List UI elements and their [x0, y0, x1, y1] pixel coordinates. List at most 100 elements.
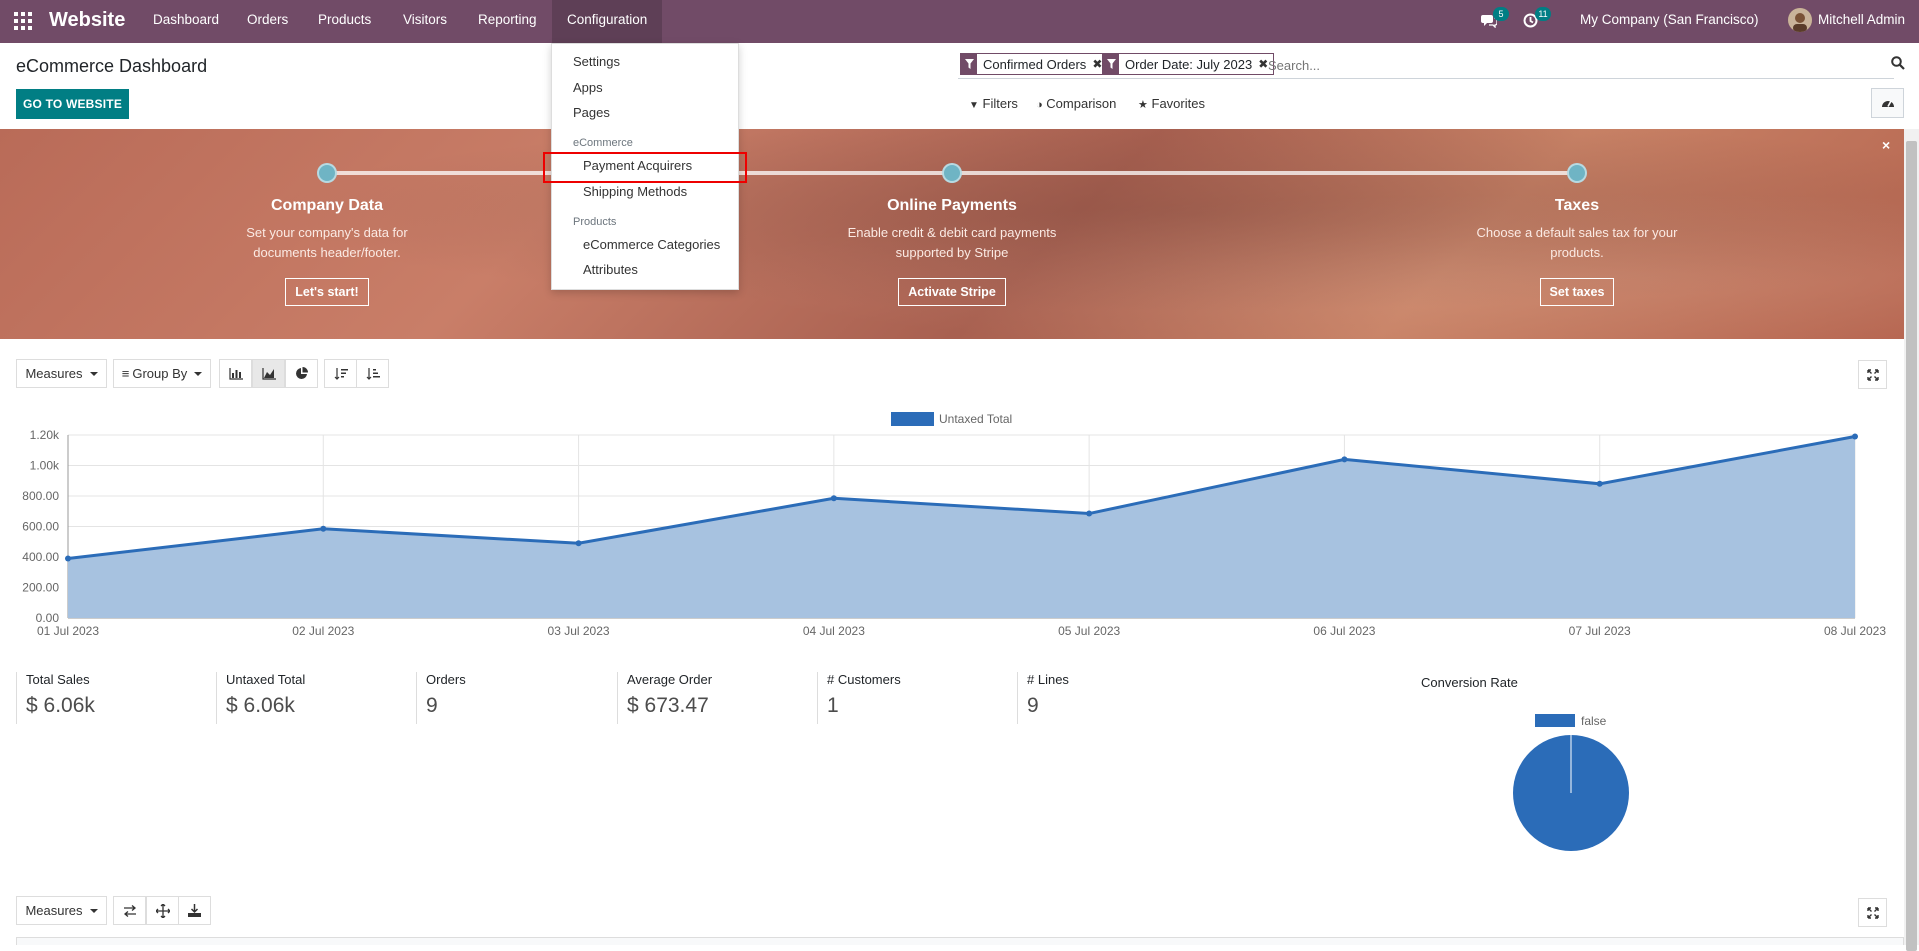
x-tick-label: 01 Jul 2023 — [37, 624, 99, 638]
close-icon[interactable]: × — [1882, 137, 1891, 153]
flip-axis-button[interactable] — [113, 896, 146, 925]
data-point[interactable] — [320, 525, 327, 532]
step-description-line1: Set your company's data for — [246, 225, 408, 240]
measures-dropdown[interactable]: Measures — [16, 359, 107, 388]
data-point[interactable] — [575, 540, 582, 547]
facet-confirmed-orders[interactable]: Confirmed Orders ✖ — [960, 53, 1109, 75]
y-tick-label: 800.00 — [22, 489, 59, 503]
highlight-box — [543, 152, 747, 183]
data-point[interactable] — [1596, 480, 1603, 487]
pivot-measures-dropdown[interactable]: Measures — [16, 896, 107, 925]
set-taxes-button[interactable]: Set taxes — [1539, 278, 1615, 306]
activities-icon[interactable] — [1523, 0, 1543, 43]
data-point[interactable] — [1341, 456, 1348, 463]
favorites-dropdown[interactable]: ★ Favorites — [1138, 96, 1205, 111]
menu-dashboard[interactable]: Dashboard — [153, 12, 220, 27]
expand-icon — [1866, 368, 1879, 381]
measures-label: Measures — [25, 903, 83, 918]
step-description-line1: Choose a default sales tax for your — [1476, 225, 1678, 240]
user-menu[interactable]: Mitchell Admin — [1818, 12, 1906, 27]
filters-dropdown[interactable]: ▼ Filters — [969, 96, 1018, 111]
bar-chart-button[interactable] — [219, 359, 252, 388]
menu-orders[interactable]: Orders — [247, 12, 289, 27]
kpi-total-sales[interactable]: Total Sales $ 6.06k — [16, 672, 95, 724]
area-chart-icon — [261, 367, 276, 380]
sort-descending-button[interactable] — [324, 359, 357, 388]
go-to-website-button[interactable]: GO TO WEBSITE — [16, 89, 129, 119]
download-button[interactable] — [178, 896, 211, 925]
search-input[interactable] — [1268, 55, 1868, 75]
kpi-label: Untaxed Total — [226, 672, 306, 687]
facet-remove-icon[interactable]: ✖ — [1258, 57, 1269, 71]
menu-configuration[interactable]: Configuration — [552, 0, 663, 43]
conversion-rate-pie-chart: false — [1513, 714, 1629, 851]
data-point[interactable] — [65, 555, 71, 562]
pie-chart-button[interactable] — [285, 359, 318, 388]
kpi-average-order[interactable]: Average Order $ 673.47 — [617, 672, 712, 724]
kpi-orders[interactable]: Orders 9 — [416, 672, 466, 724]
pivot-table-header — [16, 937, 1904, 945]
x-tick-label: 05 Jul 2023 — [1058, 624, 1120, 638]
page-title: eCommerce Dashboard — [16, 56, 208, 76]
activate-stripe-button[interactable]: Activate Stripe — [898, 278, 1006, 306]
expand-pivot-button[interactable] — [1858, 898, 1887, 927]
company-switcher[interactable]: My Company (San Francisco) — [1580, 12, 1759, 27]
series-line-untaxed-total — [67, 435, 1856, 561]
legend-swatch — [891, 412, 934, 426]
menu-item-payment-acquirers[interactable]: Payment Acquirers — [583, 158, 693, 173]
step-description-line2: supported by Stripe — [895, 245, 1009, 260]
conversion-rate-label: Conversion Rate — [1421, 675, 1518, 690]
step-description-line1: Enable credit & debit card payments — [847, 225, 1057, 240]
menu-section-products: Products — [573, 216, 617, 228]
step-title: Taxes — [1554, 197, 1600, 214]
series-area-untaxed-total — [68, 436, 1855, 618]
menu-item-ecommerce-categories[interactable]: eCommerce Categories — [583, 237, 721, 252]
list-icon: ≡ — [121, 366, 130, 381]
star-icon: ★ — [1138, 99, 1148, 111]
kpi-value: $ 6.06k — [226, 694, 295, 717]
lets-start-button[interactable]: Let's start! — [285, 278, 369, 306]
menu-item-settings[interactable]: Settings — [573, 54, 620, 69]
kpi-lines[interactable]: # Lines 9 — [1017, 672, 1069, 724]
y-tick-label: 0.00 — [36, 611, 60, 625]
tachometer-icon — [1881, 100, 1894, 107]
menu-reporting[interactable]: Reporting — [478, 12, 537, 27]
expand-all-button[interactable] — [146, 896, 179, 925]
data-point[interactable] — [1852, 433, 1858, 440]
menu-item-shipping-methods[interactable]: Shipping Methods — [583, 184, 688, 199]
menu-item-apps[interactable]: Apps — [573, 80, 603, 95]
line-chart-button[interactable] — [252, 359, 285, 388]
dashboard-view-button[interactable] — [1871, 88, 1904, 118]
menu-item-pages[interactable]: Pages — [573, 105, 610, 120]
facet-label: Order Date: July 2023 — [1125, 56, 1253, 72]
menu-item-attributes[interactable]: Attributes — [583, 262, 638, 277]
y-tick-label: 1.00k — [30, 459, 60, 473]
data-point[interactable] — [830, 495, 837, 502]
user-avatar[interactable] — [1788, 8, 1812, 32]
menu-visitors[interactable]: Visitors — [403, 12, 448, 27]
app-grid-icon[interactable] — [14, 12, 34, 32]
facet-remove-icon[interactable]: ✖ — [1092, 57, 1103, 71]
menu-products[interactable]: Products — [318, 12, 372, 27]
onboarding-banner: Company Data Set your company's data for… — [0, 129, 1904, 339]
untaxed-total-area-chart: Untaxed Total 0.00 200.00 400.00 600.00 800.… — [22, 412, 1886, 638]
kpi-label: Total Sales — [26, 672, 90, 687]
x-tick-label: 04 Jul 2023 — [803, 624, 865, 638]
kpi-label: # Lines — [1027, 672, 1069, 687]
download-icon — [188, 904, 201, 917]
sort-ascending-button[interactable] — [356, 359, 389, 388]
page-scrollbar[interactable] — [1904, 129, 1919, 951]
app-brand[interactable]: Website — [49, 9, 126, 31]
y-tick-label: 400.00 — [22, 550, 59, 564]
y-tick-label: 200.00 — [22, 581, 59, 595]
facet-order-date[interactable]: Order Date: July 2023 ✖ — [1102, 53, 1275, 75]
x-tick-label: 02 Jul 2023 — [292, 624, 354, 638]
comparison-dropdown[interactable]: ◑ Comparison — [1036, 96, 1116, 111]
group-by-dropdown[interactable]: ≡ Group By — [113, 359, 211, 388]
data-point[interactable] — [1086, 510, 1093, 517]
x-tick-label: 03 Jul 2023 — [548, 624, 610, 638]
expand-graph-button[interactable] — [1858, 360, 1887, 389]
kpi-customers[interactable]: # Customers 1 — [817, 672, 901, 724]
kpi-untaxed-total[interactable]: Untaxed Total $ 6.06k — [216, 672, 305, 724]
search-icon[interactable] — [1891, 56, 1907, 72]
